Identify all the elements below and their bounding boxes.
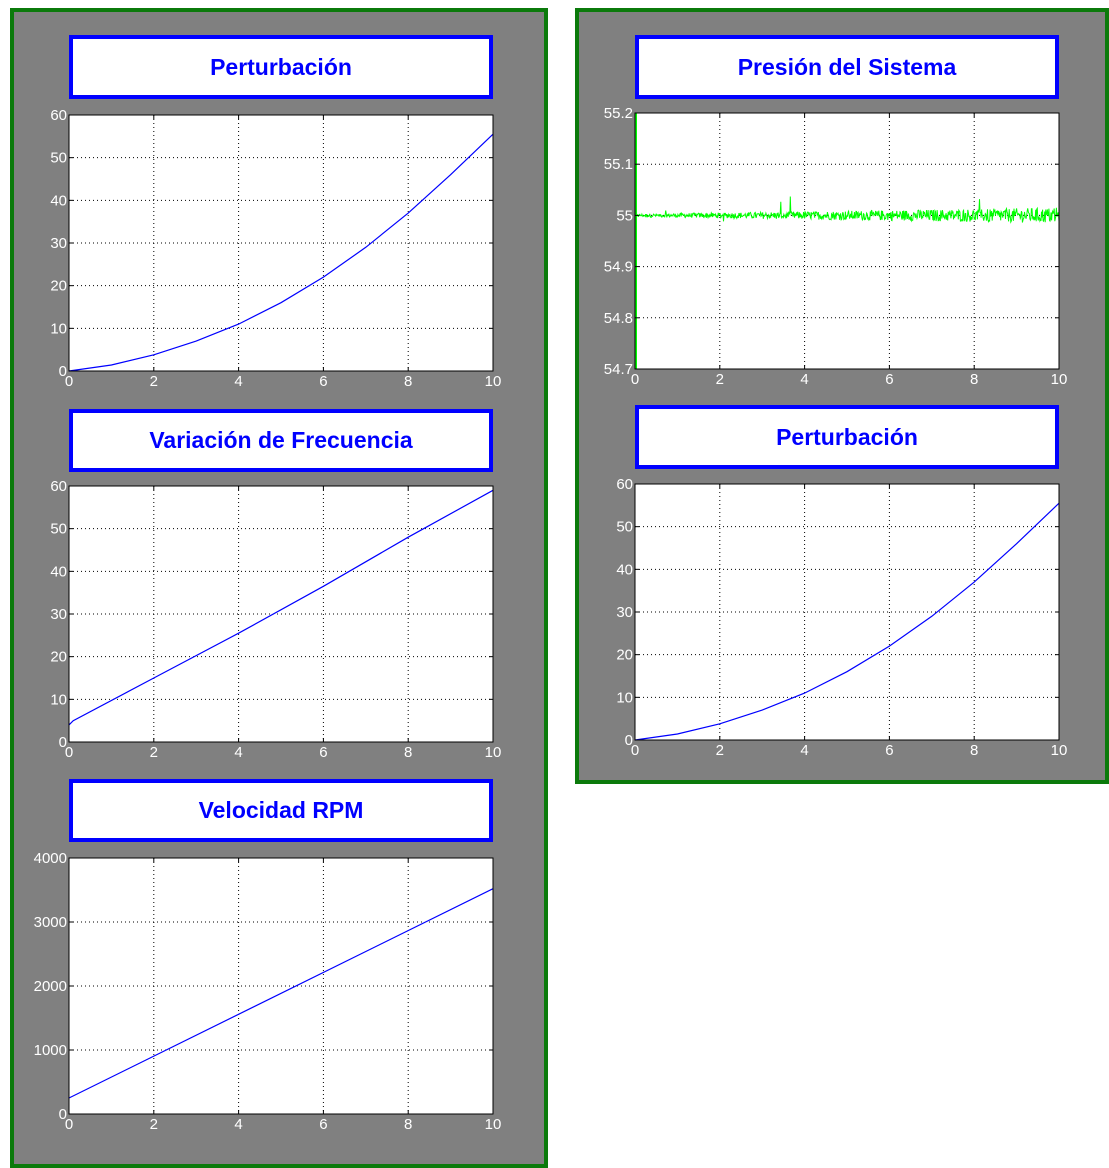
y-tick-label: 10	[50, 320, 67, 337]
x-tick-label: 0	[65, 373, 73, 390]
plot-perturbacion-left: 0 2 4 6 8 10 0 10 20 30 40 50 60	[50, 107, 501, 390]
y-tick-label: 30	[616, 604, 633, 621]
x-tick-label: 2	[716, 742, 724, 759]
chart-title: Presión del Sistema	[737, 53, 957, 80]
chart-title: Perturbación	[776, 423, 918, 450]
x-tick-label: 10	[485, 744, 502, 761]
y-tick-label: 4000	[34, 850, 67, 867]
x-tick-label: 8	[970, 371, 978, 388]
x-tick-label: 2	[150, 373, 158, 390]
y-tick-label: 54.9	[604, 259, 633, 276]
y-tick-label: 3000	[34, 914, 67, 931]
y-tick-label: 0	[625, 732, 633, 749]
y-tick-label: 0	[59, 734, 67, 751]
y-tick-label: 1000	[34, 1042, 67, 1059]
x-tick-label: 0	[65, 744, 73, 761]
x-tick-label: 4	[234, 373, 242, 390]
y-tick-label: 2000	[34, 978, 67, 995]
y-tick-label: 50	[50, 521, 67, 538]
x-tick-label: 8	[970, 742, 978, 759]
y-tick-label: 55.1	[604, 156, 633, 173]
x-tick-label: 2	[716, 371, 724, 388]
x-tick-label: 6	[319, 1116, 327, 1133]
title-perturbacion-right: Perturbación	[635, 405, 1059, 469]
plot-velocidad-rpm: 0 2 4 6 8 10 0 1000 2000 3000 4000	[34, 850, 502, 1133]
x-tick-label: 4	[800, 742, 808, 759]
y-tick-label: 20	[616, 647, 633, 664]
plot-variacion-frecuencia: 0 2 4 6 8 10 0 10 20 30 40 50 60	[50, 478, 501, 761]
y-tick-label: 20	[50, 278, 67, 295]
plot-background	[635, 113, 1059, 369]
y-tick-label: 40	[50, 563, 67, 580]
x-tick-label: 2	[150, 744, 158, 761]
y-tick-label: 40	[50, 192, 67, 209]
y-tick-label: 55.2	[604, 105, 633, 122]
x-tick-label: 10	[485, 1116, 502, 1133]
y-tick-label: 60	[50, 478, 67, 495]
title-velocidad-rpm: Velocidad RPM	[69, 779, 493, 842]
x-tick-label: 6	[319, 373, 327, 390]
y-tick-label: 54.8	[604, 310, 633, 327]
title-variacion-frecuencia: Variación de Frecuencia	[69, 409, 493, 472]
x-tick-label: 6	[885, 371, 893, 388]
series-line	[634, 502, 1060, 741]
y-tick-label: 60	[616, 476, 633, 493]
x-tick-label: 6	[319, 744, 327, 761]
x-tick-label: 10	[485, 373, 502, 390]
x-tick-label: 0	[65, 1116, 73, 1133]
x-tick-label: 8	[404, 373, 412, 390]
y-tick-label: 54.7	[604, 361, 633, 378]
x-tick-label: 6	[885, 742, 893, 759]
y-tick-label: 10	[616, 689, 633, 706]
plot-perturbacion-right: 0 2 4 6 8 10 0 10 20 30 40 50 60	[616, 476, 1067, 759]
x-tick-label: 0	[631, 371, 639, 388]
y-tick-label: 50	[50, 150, 67, 167]
y-tick-label: 55	[616, 207, 633, 224]
y-tick-label: 60	[50, 107, 67, 124]
series-line	[68, 133, 494, 372]
x-tick-label: 10	[1051, 742, 1068, 759]
y-tick-label: 0	[59, 363, 67, 380]
y-tick-label: 20	[50, 649, 67, 666]
y-tick-label: 30	[50, 606, 67, 623]
x-tick-label: 8	[404, 744, 412, 761]
chart-title: Variación de Frecuencia	[149, 427, 413, 453]
y-tick-label: 50	[616, 519, 633, 536]
y-tick-label: 10	[50, 691, 67, 708]
y-tick-label: 30	[50, 235, 67, 252]
y-tick-label: 0	[59, 1106, 67, 1123]
x-tick-label: 8	[404, 1116, 412, 1133]
x-tick-label: 10	[1051, 371, 1068, 388]
series-line	[68, 489, 494, 726]
chart-title: Perturbación	[210, 53, 352, 80]
title-perturbacion-left: Perturbación	[69, 35, 493, 99]
series-line	[634, 196, 1060, 224]
plot-frame	[634, 112, 1060, 370]
chart-title: Velocidad RPM	[198, 797, 364, 823]
y-tick-label: 40	[616, 561, 633, 578]
x-tick-label: 4	[234, 744, 242, 761]
x-tick-label: 4	[234, 1116, 242, 1133]
x-tick-label: 2	[150, 1116, 158, 1133]
series-line	[68, 888, 494, 1099]
x-tick-label: 0	[631, 742, 639, 759]
title-presion-sistema: Presión del Sistema	[635, 35, 1059, 99]
x-tick-label: 4	[800, 371, 808, 388]
plot-presion-sistema: 0 2 4 6 8 10 54.7 54.8 54.9 55 55.1 55.2	[604, 105, 1068, 388]
